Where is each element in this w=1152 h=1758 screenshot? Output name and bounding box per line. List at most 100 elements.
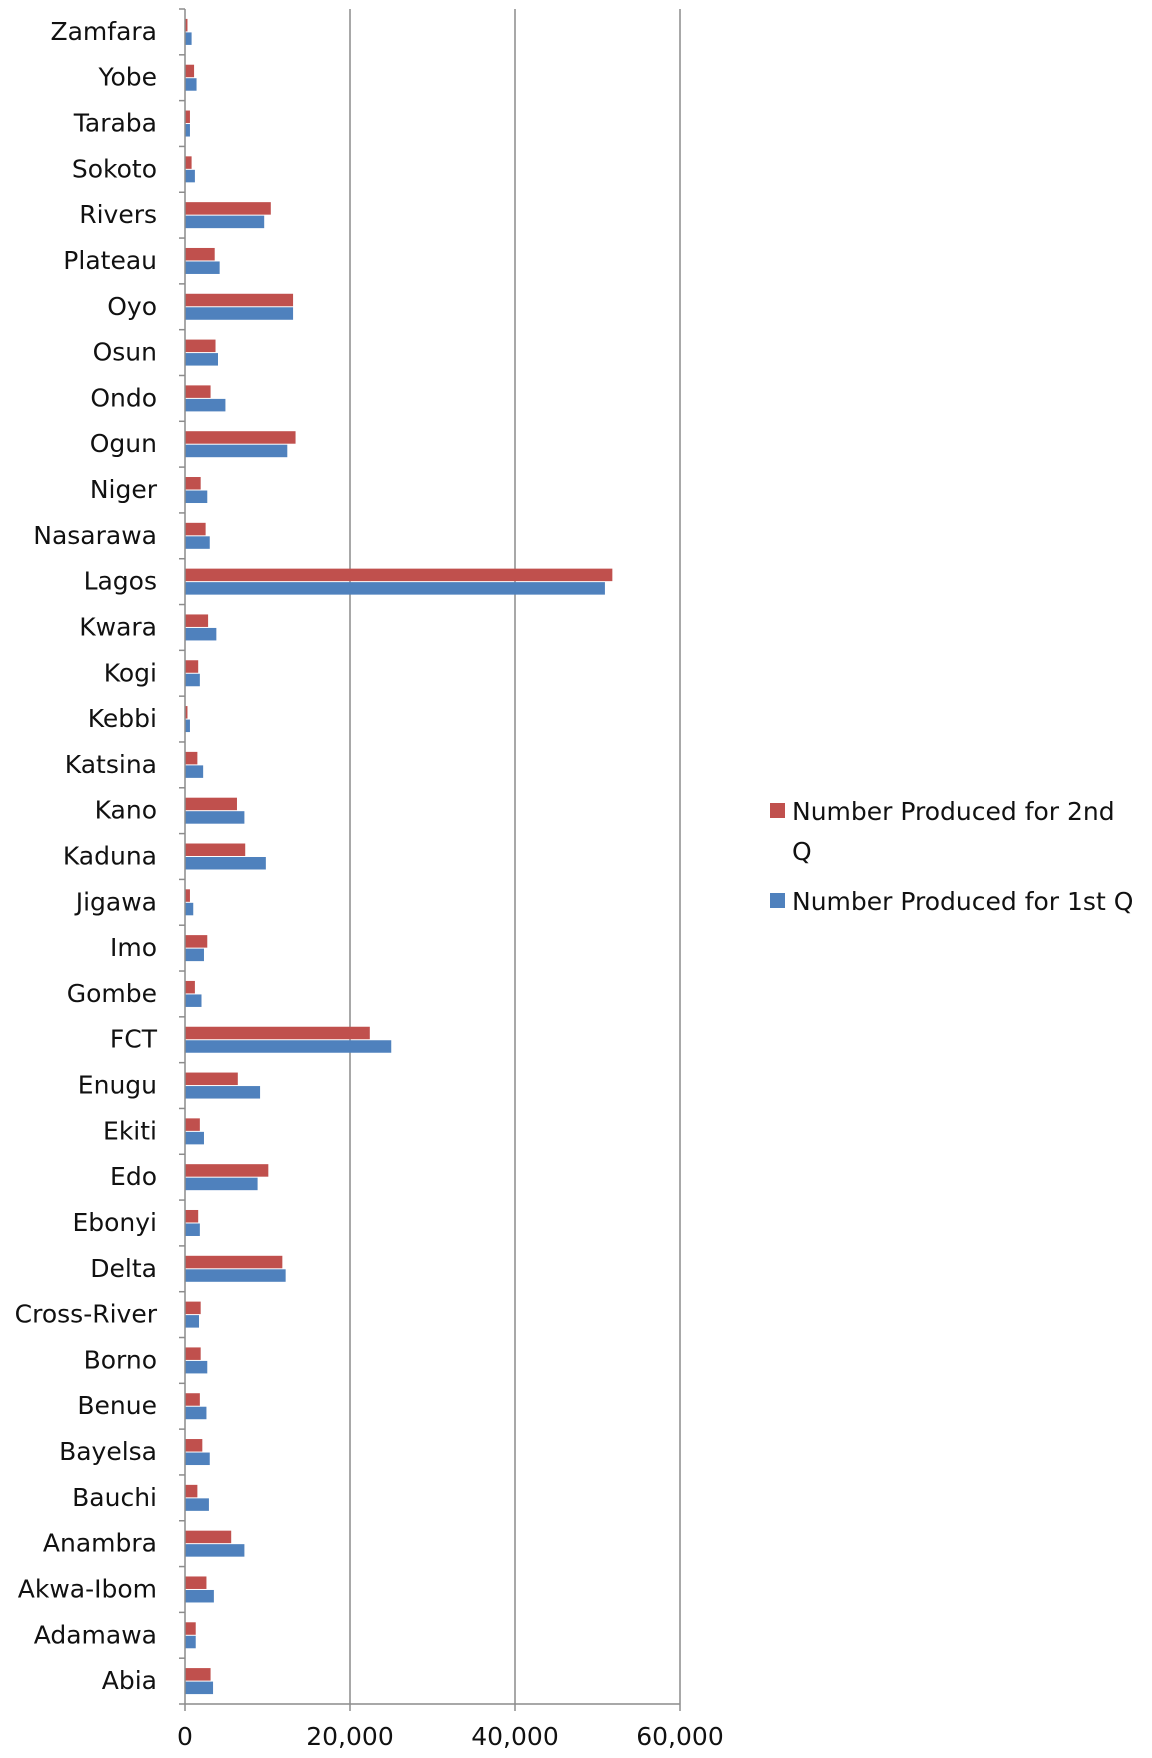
bar-bayelsa-2nd-q [185, 1439, 203, 1452]
bar-niger-2nd-q [185, 477, 201, 490]
category-label-yobe: Yobe [98, 63, 158, 92]
bar-sokoto-2nd-q [185, 156, 192, 169]
bar-kaduna-2nd-q [185, 843, 246, 856]
category-label-kaduna: Kaduna [63, 842, 157, 871]
bar-taraba-2nd-q [185, 110, 190, 124]
bar-ekiti-1st-q [185, 1131, 204, 1145]
bar-kogi-2nd-q [185, 660, 199, 673]
category-label-ekiti: Ekiti [103, 1116, 157, 1145]
bar-cross-river-2nd-q [185, 1301, 201, 1315]
category-label-cross-river: Cross-River [15, 1300, 158, 1329]
bar-ebonyi-1st-q [185, 1223, 200, 1236]
category-label-osun: Osun [93, 338, 157, 367]
bar-yobe-1st-q [185, 78, 197, 91]
x-tick-label-40-000: 40,000 [471, 1722, 558, 1751]
bars [185, 18, 613, 1695]
bar-borno-2nd-q [185, 1347, 201, 1360]
bar-fct-1st-q [185, 1040, 392, 1053]
bar-yobe-2nd-q [185, 64, 195, 78]
bar-akwa-ibom-2nd-q [185, 1576, 207, 1589]
bar-jigawa-1st-q [185, 902, 194, 916]
category-label-benue: Benue [77, 1391, 157, 1420]
category-labels: Zamfara Yobe Taraba Sokoto Rivers Plateau Oyo O… [15, 17, 158, 1695]
bar-kano-1st-q [185, 811, 245, 824]
bar-zamfara-2nd-q [185, 18, 188, 32]
category-label-anambra: Anambra [43, 1529, 157, 1558]
category-label-kogi: Kogi [104, 658, 157, 687]
bar-delta-1st-q [185, 1269, 286, 1282]
category-label-gombe: Gombe [67, 979, 157, 1008]
bar-adamawa-2nd-q [185, 1622, 196, 1635]
category-label-katsina: Katsina [65, 750, 157, 779]
bar-ondo-1st-q [185, 398, 226, 412]
bar-rivers-1st-q [185, 215, 265, 229]
bar-cross-river-1st-q [185, 1315, 200, 1328]
bar-lagos-1st-q [185, 582, 605, 595]
category-label-rivers: Rivers [79, 200, 157, 229]
bar-osun-1st-q [185, 353, 218, 366]
legend-label-2nd-q: Number Produced for 2nd Q [792, 797, 1115, 866]
bar-bauchi-1st-q [185, 1498, 209, 1511]
bar-nasarawa-1st-q [185, 536, 210, 549]
bar-niger-1st-q [185, 490, 208, 504]
bar-abia-2nd-q [185, 1668, 211, 1681]
category-label-ondo: Ondo [90, 383, 157, 412]
legend: Number Produced for 2nd Q Number Produced… [770, 797, 1133, 916]
bar-borno-1st-q [185, 1360, 208, 1374]
bar-edo-2nd-q [185, 1164, 269, 1177]
legend-swatch-2nd-q [770, 803, 785, 818]
bar-ogun-1st-q [185, 444, 288, 458]
bar-plateau-2nd-q [185, 247, 215, 261]
bar-fct-2nd-q [185, 1026, 370, 1040]
category-label-zamfara: Zamfara [50, 17, 157, 46]
bar-rivers-2nd-q [185, 202, 271, 215]
x-tick-label-20-000: 20,000 [306, 1722, 393, 1751]
bar-ogun-2nd-q [185, 431, 296, 444]
x-tick-label-0: 0 [177, 1722, 193, 1751]
bar-enugu-2nd-q [185, 1072, 238, 1086]
category-label-oyo: Oyo [107, 292, 157, 321]
bar-bauchi-2nd-q [185, 1484, 198, 1498]
bar-kogi-1st-q [185, 673, 200, 687]
bar-ondo-2nd-q [185, 385, 211, 398]
bar-imo-2nd-q [185, 935, 208, 948]
x-tick-label-60-000: 60,000 [636, 1722, 723, 1751]
bar-edo-1st-q [185, 1177, 258, 1191]
category-label-borno: Borno [84, 1345, 157, 1374]
category-label-akwa-ibom: Akwa-Ibom [18, 1574, 157, 1603]
bar-taraba-1st-q [185, 124, 190, 137]
bar-anambra-1st-q [185, 1544, 245, 1557]
category-label-ebonyi: Ebonyi [72, 1208, 157, 1237]
category-label-nasarawa: Nasarawa [33, 521, 157, 550]
category-label-imo: Imo [110, 933, 157, 962]
category-label-kebbi: Kebbi [88, 704, 157, 733]
bar-benue-2nd-q [185, 1393, 200, 1406]
category-label-taraba: Taraba [73, 109, 157, 138]
axes [179, 8, 681, 1711]
bar-bayelsa-1st-q [185, 1452, 210, 1466]
bar-adamawa-1st-q [185, 1635, 196, 1649]
bar-oyo-2nd-q [185, 293, 294, 307]
category-label-fct: FCT [110, 1025, 158, 1054]
category-label-enugu: Enugu [78, 1071, 157, 1100]
category-label-abia: Abia [102, 1666, 157, 1695]
bar-jigawa-2nd-q [185, 889, 190, 902]
category-label-lagos: Lagos [84, 567, 157, 596]
legend-swatch-1st-q [770, 893, 785, 908]
bar-ekiti-2nd-q [185, 1118, 200, 1131]
category-label-adamawa: Adamawa [34, 1620, 157, 1649]
category-label-kano: Kano [95, 796, 157, 825]
bar-ebonyi-2nd-q [185, 1209, 199, 1223]
bar-nasarawa-2nd-q [185, 522, 206, 536]
bar-lagos-2nd-q [185, 568, 613, 582]
x-tick-labels: 0 20,000 40,000 60,000 [177, 1722, 724, 1751]
bar-imo-1st-q [185, 948, 204, 962]
bar-kwara-1st-q [185, 627, 217, 641]
category-label-edo: Edo [110, 1162, 157, 1191]
bar-akwa-ibom-1st-q [185, 1589, 214, 1603]
category-label-bauchi: Bauchi [72, 1483, 157, 1512]
bar-oyo-1st-q [185, 307, 294, 320]
bar-kaduna-1st-q [185, 857, 266, 870]
gridlines [349, 9, 681, 1704]
